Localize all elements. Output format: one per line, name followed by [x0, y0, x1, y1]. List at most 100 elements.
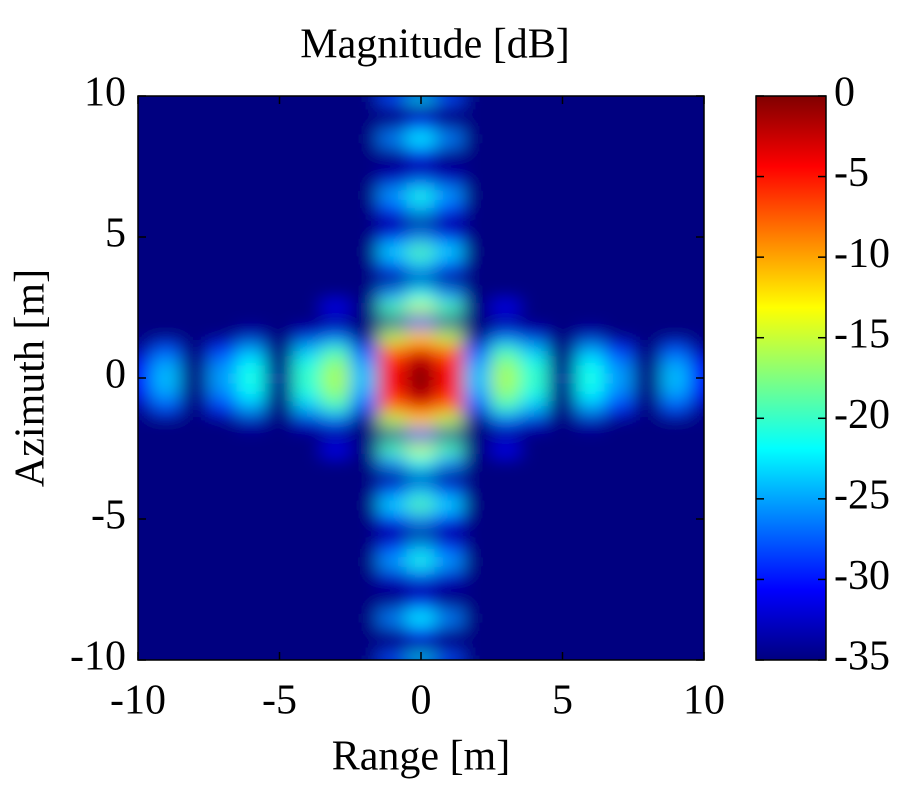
heatmap-cell: [491, 469, 521, 485]
heatmap-cell: [661, 173, 691, 189]
heatmap-cell: [519, 328, 549, 344]
heatmap-cell: [604, 567, 634, 583]
heatmap-cell: [434, 173, 464, 189]
heatmap-cell: [293, 299, 323, 316]
heatmap-cell: [661, 96, 691, 104]
heatmap-cell: [179, 116, 210, 132]
heatmap-cell: [208, 398, 238, 414]
heatmap-cell: [689, 483, 704, 499]
heatmap-cell: [604, 426, 634, 442]
heatmap-cell: [406, 215, 436, 231]
heatmap-cell: [576, 539, 606, 555]
heatmap-cell: [208, 229, 238, 245]
heatmap-cell: [208, 497, 238, 513]
heatmap-cell: [349, 638, 380, 654]
heatmap-cell: [138, 201, 153, 217]
heatmap-cell: [434, 285, 464, 301]
heatmap-cell: [236, 539, 266, 555]
heatmap-cell: [689, 299, 704, 316]
heatmap-cell: [179, 299, 210, 316]
heatmap-cell: [406, 553, 436, 569]
heatmap-cell: [632, 96, 663, 104]
heatmap-cell: [604, 553, 634, 569]
heatmap-cell: [208, 328, 238, 344]
heatmap-cell: [208, 426, 238, 442]
heatmap-cell: [349, 96, 380, 104]
heatmap-cell: [519, 285, 549, 301]
heatmap-cell: [179, 469, 210, 485]
heatmap-cell: [293, 440, 323, 457]
heatmap-cell: [604, 539, 634, 555]
heatmap-cell: [208, 553, 238, 569]
heatmap-cell: [293, 426, 323, 442]
heatmap-cell: [462, 581, 493, 598]
heatmap-cell: [349, 610, 380, 626]
heatmap-cell: [208, 102, 238, 118]
heatmap-cell: [632, 511, 663, 527]
heatmap-cell: [293, 610, 323, 626]
heatmap-cell: [236, 483, 266, 499]
heatmap-cell: [689, 271, 704, 287]
heatmap-cell: [491, 328, 521, 344]
heatmap-cell: [236, 229, 266, 245]
heatmap-cell: [349, 398, 380, 414]
heatmap-cell: [264, 370, 295, 386]
heatmap-cell: [293, 187, 323, 203]
heatmap-cell: [576, 398, 606, 414]
heatmap-cell: [349, 412, 380, 428]
heatmap-cell: [321, 201, 351, 217]
heatmap-cell: [179, 426, 210, 442]
heatmap-cell: [378, 299, 408, 316]
heatmap-cell: [632, 173, 663, 189]
heatmap-cell: [406, 314, 436, 330]
heatmap-cell: [349, 215, 380, 231]
heatmap-cell: [547, 314, 578, 330]
heatmap-cell: [547, 243, 578, 259]
heatmap-cell: [406, 201, 436, 217]
heatmap-cell: [138, 610, 153, 626]
heatmap-cell: [349, 469, 380, 485]
heatmap-cell: [661, 314, 691, 330]
heatmap-cell: [604, 596, 634, 612]
heatmap-cell: [519, 553, 549, 569]
heatmap-cell: [661, 440, 691, 457]
heatmap-cell: [138, 469, 153, 485]
heatmap-cell: [208, 567, 238, 583]
heatmap-cell: [576, 102, 606, 118]
heatmap-cell: [604, 116, 634, 132]
heatmap-cell: [138, 328, 153, 344]
heatmap-cell: [406, 539, 436, 555]
heatmap-cell: [179, 511, 210, 527]
heatmap-cell: [349, 158, 380, 175]
heatmap-cell: [321, 370, 351, 386]
heatmap-cell: [519, 384, 549, 400]
heatmap-cell: [321, 144, 351, 160]
heatmap-cell: [349, 483, 380, 499]
heatmap-cell: [138, 299, 153, 316]
heatmap-cell: [378, 243, 408, 259]
heatmap-cell: [462, 356, 493, 372]
heatmap-cell: [378, 426, 408, 442]
heatmap-cell: [462, 370, 493, 386]
heatmap-cell: [604, 652, 634, 660]
heatmap-cell: [519, 116, 549, 132]
heatmap-cell: [264, 173, 295, 189]
heatmap-cell: [632, 440, 663, 457]
heatmap-cell: [462, 201, 493, 217]
heatmap-cell: [406, 243, 436, 259]
heatmap-cell: [179, 412, 210, 428]
heatmap-cell: [151, 553, 181, 569]
heatmap-cell: [378, 581, 408, 598]
heatmap-cell: [547, 130, 578, 146]
heatmap-cell: [491, 610, 521, 626]
heatmap-cell: [138, 271, 153, 287]
heatmap-cell: [349, 384, 380, 400]
heatmap-cell: [293, 116, 323, 132]
heatmap-cell: [576, 285, 606, 301]
heatmap-cell: [547, 229, 578, 245]
heatmap-cell: [689, 187, 704, 203]
heatmap-cell: [406, 257, 436, 273]
heatmap-cell: [138, 314, 153, 330]
heatmap-cell: [604, 624, 634, 640]
heatmap-cell: [632, 596, 663, 612]
